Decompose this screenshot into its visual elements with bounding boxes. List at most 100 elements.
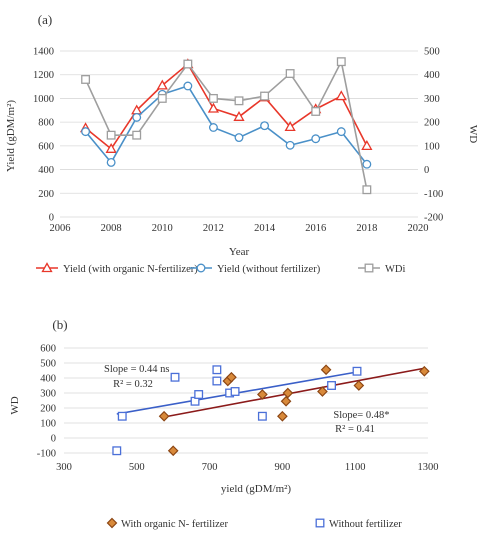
- panel-a-point-2: [81, 75, 91, 84]
- panel-a-x-tick-label: 2014: [254, 223, 276, 234]
- panel-b-point-1: [112, 446, 122, 456]
- panel-a-point-2: [336, 57, 346, 67]
- panel-b-point-1: [117, 411, 127, 421]
- panel-a-legend-label: Yield (without fertilizer): [217, 264, 321, 275]
- panel-a-point-2: [183, 59, 193, 69]
- panel-a-y-tick-label: 1400: [33, 47, 54, 58]
- panel-b-point-0: [167, 445, 179, 457]
- panel-b-annotation: Slope = 0.44 ns: [104, 364, 169, 375]
- panel-a-point-1: [285, 140, 295, 150]
- panel-b-y-axis-label: WD: [9, 396, 21, 414]
- panel-b-point-0: [277, 410, 288, 422]
- panel-a-y2-tick-label: 0: [424, 165, 429, 176]
- panel-b-point-0: [320, 364, 332, 376]
- panel-b-point-1: [230, 387, 240, 396]
- panel-a-y-tick-label: 800: [38, 118, 54, 129]
- panel-a-legend-label: Yield (with organic N-fertilizer): [63, 264, 198, 275]
- panel-b-point-0: [158, 410, 170, 422]
- panel-b-point-1: [170, 372, 180, 382]
- panel-b-point-0: [317, 386, 328, 397]
- panel-b-point-0: [353, 380, 365, 391]
- panel-b-point-1: [194, 390, 204, 399]
- panel-a-x-tick-label: 2016: [305, 223, 326, 234]
- panel-a-point-1: [311, 134, 321, 144]
- panel-b-label: (b): [52, 317, 67, 332]
- panel-b-y-tick-label: 100: [40, 419, 56, 430]
- panel-a-point-2: [311, 107, 321, 116]
- panel-b-x-tick-label: 300: [56, 462, 72, 473]
- panel-a-x-tick-label: 2020: [408, 223, 429, 234]
- panel-a-y-tick-label: 600: [38, 141, 54, 152]
- panel-a-point-2: [157, 93, 167, 103]
- panel-a-y2-tick-label: -100: [424, 189, 443, 200]
- panel-b-y-tick-label: 400: [40, 374, 56, 385]
- panel-b-trendline-0: [163, 367, 425, 418]
- panel-a-x-tick-label: 2006: [50, 223, 71, 234]
- panel-b-point-1: [212, 376, 222, 386]
- panel-b-annotation: R² = 0.32: [113, 379, 153, 390]
- panel-b-point-1: [212, 365, 222, 375]
- panel-a-point-0: [335, 90, 347, 101]
- panel-a-series-line-2: [84, 59, 368, 190]
- panel-b-point-0: [419, 365, 430, 377]
- panel-a-point-1: [260, 121, 270, 131]
- panel-b-point-0: [282, 387, 294, 399]
- panel-a-x-tick-label: 2010: [152, 223, 173, 234]
- panel-a-legend-marker: [364, 263, 374, 273]
- panel-a-x-axis-label: Year: [229, 246, 250, 258]
- panel-a-legend-marker: [41, 262, 53, 273]
- panel-a-point-2: [208, 93, 218, 103]
- panel-b-point-0: [257, 389, 268, 400]
- panel-a-x-tick-label: 2008: [101, 223, 122, 234]
- panel-b-y-tick-label: 0: [51, 434, 56, 445]
- panel-a-point-0: [105, 142, 117, 153]
- panel-a-y2-tick-label: 500: [424, 47, 440, 58]
- panel-a-y-tick-label: 1200: [33, 70, 54, 81]
- panel-a-point-1: [336, 127, 346, 137]
- panel-a-point-1: [183, 81, 193, 91]
- panel-b-x-tick-label: 700: [202, 462, 218, 473]
- panel-a-y-tick-label: 1000: [33, 94, 54, 105]
- panel-b-legend-marker: [106, 517, 118, 529]
- panel-b-legend-marker: [315, 518, 325, 528]
- panel-b-legend-label: Without fertilizer: [329, 519, 402, 530]
- panel-a-point-1: [234, 133, 244, 143]
- panel-a-y2-tick-label: 200: [424, 118, 440, 129]
- panel-b-point-1: [257, 411, 267, 421]
- panel-a-y2-axis-label: WD: [467, 125, 479, 143]
- panel-b-x-tick-label: 900: [275, 462, 291, 473]
- panel-a-point-0: [233, 110, 245, 121]
- panel-a-point-0: [284, 121, 296, 132]
- panel-b-annotation: R² = 0.41: [335, 424, 375, 435]
- panel-a-point-2: [285, 69, 295, 78]
- panel-b-y-tick-label: 200: [40, 404, 56, 415]
- panel-a-point-0: [156, 79, 168, 90]
- panel-a-point-1: [106, 158, 116, 167]
- panel-a-point-2: [234, 96, 244, 106]
- panel-a-y-tick-label: 200: [38, 189, 54, 200]
- panel-b-y-tick-label: 500: [40, 359, 56, 370]
- panel-a-point-2: [260, 91, 270, 101]
- panel-b-legend-label: With organic N- fertilizer: [121, 519, 228, 530]
- panel-a-point-1: [362, 159, 372, 169]
- panel-b-point-1: [327, 381, 336, 390]
- panel-b-y-tick-label: -100: [37, 449, 56, 460]
- panel-b-y-tick-label: 600: [40, 344, 56, 355]
- panel-a-y-tick-label: 0: [49, 213, 54, 224]
- panel-b-point-0: [226, 371, 237, 383]
- panel-a-y2-tick-label: 100: [424, 141, 440, 152]
- panel-a-y-tick-label: 400: [38, 165, 54, 176]
- panel-a-point-1: [132, 112, 142, 122]
- panel-b-x-tick-label: 1100: [345, 462, 366, 473]
- panel-a-point-0: [207, 102, 220, 113]
- panel-a-label: (a): [38, 12, 52, 27]
- panel-a-point-2: [362, 185, 372, 195]
- panel-a-x-tick-label: 2018: [356, 223, 377, 234]
- panel-b-x-tick-label: 500: [129, 462, 145, 473]
- panel-a-y2-tick-label: 400: [424, 70, 440, 81]
- panel-a-y2-tick-label: 300: [424, 94, 440, 105]
- panel-a-point-2: [132, 130, 142, 140]
- panel-a-y2-tick-label: -200: [424, 213, 443, 224]
- panel-b-y-tick-label: 300: [40, 389, 56, 400]
